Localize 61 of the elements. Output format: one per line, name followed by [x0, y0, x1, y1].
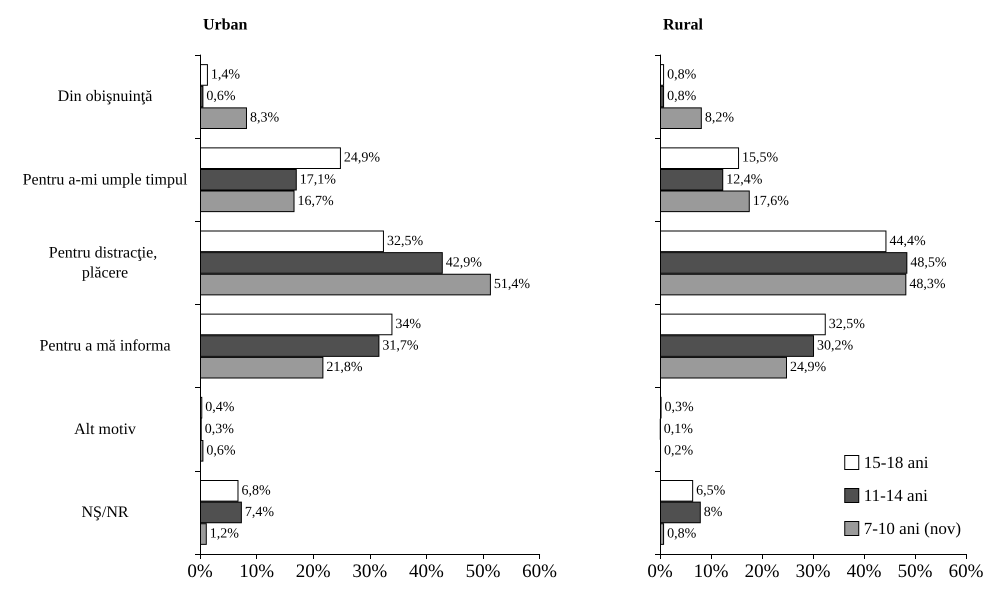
data-label: 48,3%	[909, 277, 946, 292]
data-label: 0,8%	[667, 526, 697, 542]
data-label: 0,3%	[664, 400, 694, 416]
data-label: 0,6%	[206, 89, 236, 104]
data-label: 24,9%	[790, 360, 826, 376]
data-label: 0,3%	[204, 422, 234, 437]
data-label: 48,5%	[910, 255, 947, 270]
x-tick-label: 10%	[239, 561, 274, 582]
data-label: 12,4%	[726, 172, 763, 188]
data-label: 32,5%	[828, 316, 866, 332]
data-label: 0,8%	[667, 67, 697, 82]
x-tick-label: 20%	[744, 561, 780, 582]
x-tick-label: 40%	[846, 561, 882, 582]
data-label: 6,8%	[241, 483, 271, 498]
data-label: 32,5%	[386, 234, 424, 249]
x-tick-label: 50%	[466, 561, 501, 582]
y-tick-label: Din obişnuinţă	[58, 88, 152, 106]
x-tick-label: 0%	[647, 561, 673, 582]
data-label: 44,4%	[889, 234, 926, 249]
y-tick-label: Pentru a-mi umple timpul	[22, 171, 188, 188]
data-label: 21,8%	[326, 360, 363, 376]
y-tick-label: Alt motiv	[74, 420, 136, 438]
data-label: 1,2%	[210, 526, 240, 542]
y-tick-label: Pentru distracţie, plăcere	[48, 244, 162, 282]
data-label: 0,6%	[206, 443, 236, 458]
data-label: 16,7%	[298, 194, 334, 209]
data-label: 17,6%	[752, 194, 790, 209]
legend-label: 15-18 ani	[864, 453, 929, 472]
data-label: 34%	[395, 316, 422, 332]
data-label: 30,2%	[817, 338, 854, 354]
data-label: 17,1%	[300, 172, 336, 188]
data-label: 42,9%	[446, 255, 482, 270]
x-tick-label: 0%	[187, 561, 213, 582]
x-tick-label: 10%	[694, 561, 729, 582]
x-tick-label: 60%	[522, 561, 558, 582]
data-label: 51,4%	[494, 277, 530, 292]
x-tick-label: 60%	[948, 561, 984, 582]
x-tick-label: 40%	[408, 561, 444, 582]
chart-title: Urban	[203, 16, 248, 34]
x-tick-label: 30%	[796, 561, 831, 582]
data-label: 8,2%	[704, 110, 734, 126]
data-label: 31,7%	[382, 338, 419, 354]
legend-label: 7-10 ani (nov)	[864, 519, 962, 538]
data-label: 0,1%	[664, 422, 694, 437]
data-label: 15,5%	[742, 150, 779, 166]
legend-label: 11-14 ani	[864, 486, 928, 505]
y-tick-label: Pentru a mă informa	[39, 338, 171, 355]
y-tick-label: NŞ/NR	[81, 504, 129, 521]
data-label: 8%	[704, 504, 723, 520]
data-label: 7,4%	[244, 504, 274, 520]
data-label: 0,4%	[205, 400, 235, 416]
x-tick-label: 20%	[296, 561, 331, 582]
data-label: 24,9%	[344, 150, 380, 166]
x-tick-label: 50%	[898, 561, 933, 582]
chart-title: Rural	[663, 16, 704, 34]
data-label: 0,2%	[664, 443, 694, 458]
x-tick-label: 30%	[352, 561, 388, 582]
data-label: 0,8%	[667, 89, 697, 104]
data-label: 1,4%	[210, 67, 240, 82]
data-label: 8,3%	[250, 110, 280, 126]
data-label: 6,5%	[696, 483, 726, 498]
